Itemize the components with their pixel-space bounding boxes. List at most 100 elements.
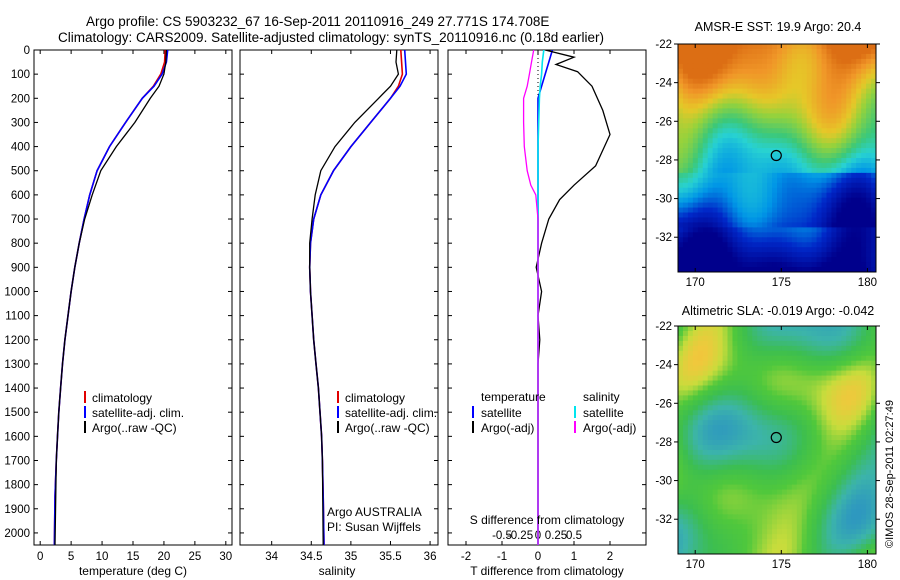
map-cell — [702, 197, 709, 204]
map-cell — [786, 524, 793, 530]
map-cell — [801, 350, 808, 357]
map-cell — [871, 544, 876, 550]
map-cell — [692, 400, 699, 406]
map-cell — [791, 202, 798, 209]
map-cell — [781, 534, 788, 540]
difference-x-label: T difference from climatology — [470, 564, 624, 578]
map-cell — [742, 58, 748, 65]
map-cell — [752, 494, 758, 501]
map-cell — [816, 172, 823, 179]
map-cell — [722, 182, 729, 189]
map-cell — [762, 167, 768, 174]
map-cell — [856, 242, 862, 248]
map-cell — [692, 83, 699, 90]
map-cell — [801, 330, 808, 337]
map-cell — [712, 345, 719, 352]
map-cell — [727, 222, 734, 228]
map-cell — [737, 257, 743, 263]
map-cell — [767, 400, 773, 406]
s-tick-label: 0.25 — [545, 530, 567, 542]
map-cell — [732, 544, 738, 550]
map-cell — [707, 252, 714, 258]
map-cell — [678, 232, 684, 238]
map-cell — [781, 440, 788, 446]
map-cell — [727, 440, 734, 446]
map-cell — [856, 257, 862, 263]
map-cell — [841, 108, 847, 114]
map-cell — [702, 479, 709, 486]
map-cell — [752, 514, 758, 520]
map-cell — [871, 425, 876, 431]
map-cell — [742, 405, 748, 411]
map-cell — [816, 162, 823, 169]
map-cell — [737, 415, 743, 421]
map-cell — [816, 83, 823, 90]
map-cell — [717, 539, 724, 545]
sla-map-panel: 170 175 180-22-24-26-28-30-32 — [655, 321, 880, 571]
map-cell — [786, 519, 793, 525]
map-cell — [678, 405, 684, 411]
map-cell — [727, 58, 734, 65]
map-cell — [836, 113, 842, 119]
map-cell — [687, 474, 694, 481]
map-cell — [851, 380, 857, 387]
map-cell — [846, 252, 852, 258]
map-cell — [866, 400, 872, 406]
map-cell — [737, 494, 743, 501]
map-cell — [762, 469, 768, 476]
map-cell — [762, 365, 768, 372]
map-cell — [801, 63, 808, 70]
map-cell — [757, 340, 763, 347]
map-cell — [796, 257, 803, 263]
map-cell — [737, 267, 743, 272]
map-cell — [692, 133, 699, 139]
map-cell — [737, 148, 743, 154]
map-cell — [697, 489, 704, 496]
map-cell — [772, 182, 778, 189]
map-cell — [846, 340, 852, 347]
map-cell — [796, 524, 803, 530]
map-cell — [707, 237, 714, 243]
map-cell — [678, 103, 684, 110]
map-cell — [836, 73, 842, 80]
map-cell — [846, 68, 852, 75]
map-cell — [791, 340, 798, 347]
map-cell — [697, 430, 704, 436]
map-cell — [846, 202, 852, 209]
imos-copyright-label: ©IMOS 28-Sep-2011 02:27:49 — [884, 400, 896, 548]
map-cell — [678, 98, 684, 105]
map-cell — [811, 464, 818, 471]
map-cell — [737, 549, 743, 554]
map-cell — [821, 88, 828, 95]
map-cell — [757, 464, 763, 471]
map-cell — [816, 345, 823, 352]
map-cell — [851, 58, 857, 65]
map-cell — [732, 390, 738, 396]
map-cell — [796, 464, 803, 471]
map-cell — [747, 425, 753, 431]
map-cell — [821, 177, 828, 184]
map-cell — [732, 262, 738, 268]
map-cell — [861, 202, 867, 209]
map-cell — [762, 410, 768, 416]
map-cell — [742, 549, 748, 554]
sst-map-panel: 170 175 180-22-24-26-28-30-32 — [655, 39, 880, 289]
map-cell — [816, 544, 823, 550]
map-cell — [816, 534, 823, 540]
plot-frame — [239, 49, 439, 546]
map-cell — [687, 68, 694, 75]
map-cell — [762, 405, 768, 411]
map-cell — [871, 469, 876, 476]
map-cell — [772, 529, 778, 535]
map-cell — [796, 187, 803, 194]
map-cell — [786, 182, 793, 189]
map-cell — [786, 326, 793, 332]
map-cell — [831, 370, 837, 377]
map-cell — [866, 63, 872, 70]
map-cell — [727, 68, 734, 75]
map-cell — [811, 162, 818, 169]
map-cell — [707, 227, 714, 233]
map-cell — [826, 78, 833, 85]
map-cell — [772, 544, 778, 550]
map-cell — [678, 192, 684, 199]
